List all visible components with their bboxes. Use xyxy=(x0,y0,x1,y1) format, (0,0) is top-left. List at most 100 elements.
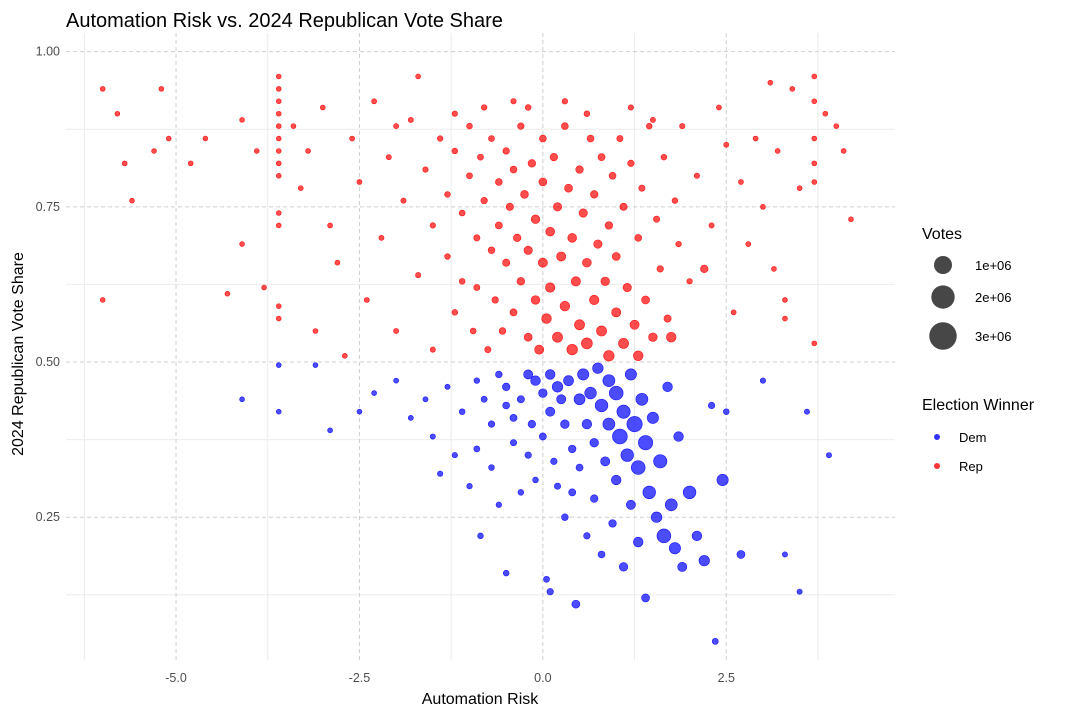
data-point-rep xyxy=(275,123,282,129)
grid-lines xyxy=(66,33,895,660)
data-point-rep xyxy=(552,331,563,343)
data-point-rep xyxy=(356,179,363,185)
data-point-dem xyxy=(796,588,803,595)
data-point-rep xyxy=(752,135,759,142)
color-legend-label: Dem xyxy=(959,430,986,445)
data-point-rep xyxy=(466,172,473,180)
data-point-rep xyxy=(187,160,194,167)
data-point-rep xyxy=(782,315,788,322)
data-point-dem xyxy=(616,404,631,419)
data-point-rep xyxy=(634,234,643,242)
data-point-dem xyxy=(682,485,697,500)
data-point-rep xyxy=(99,297,106,303)
data-point-rep xyxy=(129,197,135,204)
data-point-rep xyxy=(848,216,854,223)
data-point-rep xyxy=(239,241,245,247)
x-tick-label: 2.5 xyxy=(718,671,735,685)
data-point-rep xyxy=(451,110,458,117)
data-point-rep xyxy=(275,148,282,154)
data-point-rep xyxy=(641,295,650,305)
data-point-dem xyxy=(407,415,414,421)
data-point-dem xyxy=(608,519,617,528)
data-point-rep xyxy=(429,346,436,353)
data-point-rep xyxy=(578,208,588,218)
x-tick-label: 0.0 xyxy=(534,671,551,685)
data-point-rep xyxy=(451,309,459,316)
data-point-rep xyxy=(429,222,436,229)
data-point-dem xyxy=(653,454,668,469)
data-point-rep xyxy=(451,147,459,155)
data-point-dem xyxy=(571,599,581,609)
data-point-dem xyxy=(556,394,567,405)
size-legend-key xyxy=(931,285,955,309)
data-point-rep xyxy=(202,135,209,142)
data-point-rep xyxy=(99,86,106,92)
data-point-rep xyxy=(466,122,473,130)
data-point-rep xyxy=(275,110,282,117)
data-point-rep xyxy=(616,135,624,142)
size-legend-label: 2e+06 xyxy=(975,290,1012,305)
data-point-rep xyxy=(570,276,581,287)
data-point-rep xyxy=(444,253,451,260)
data-point-rep xyxy=(833,123,840,129)
data-point-rep xyxy=(477,153,484,161)
data-point-rep xyxy=(593,239,603,249)
data-point-rep xyxy=(811,179,818,185)
data-point-rep xyxy=(627,159,635,167)
data-point-rep xyxy=(224,290,231,297)
data-point-dem xyxy=(635,392,649,406)
data-point-rep xyxy=(334,259,341,266)
data-point-dem xyxy=(584,386,597,400)
data-point-dem xyxy=(633,536,644,548)
size-legend: Votes 1e+06 2e+06 3e+06 xyxy=(922,226,1012,350)
data-point-rep xyxy=(561,98,568,105)
data-point-rep xyxy=(151,148,157,154)
color-legend-key xyxy=(934,463,940,469)
data-point-rep xyxy=(679,123,686,130)
data-point-rep xyxy=(663,314,672,323)
data-point-rep xyxy=(415,73,421,80)
data-point-dem xyxy=(458,408,466,415)
data-point-dem xyxy=(577,368,590,381)
data-point-rep xyxy=(611,252,621,261)
data-point-dem xyxy=(611,474,622,486)
data-point-rep xyxy=(627,104,634,111)
data-point-rep xyxy=(656,265,664,273)
data-point-dem xyxy=(612,428,628,445)
data-point-rep xyxy=(165,135,172,142)
data-point-dem xyxy=(664,498,678,512)
color-legend-title: Election Winner xyxy=(922,397,1035,414)
data-point-rep xyxy=(553,202,563,212)
data-point-rep xyxy=(378,234,385,241)
data-point-rep xyxy=(745,241,752,247)
data-point-rep xyxy=(484,346,492,354)
data-point-dem xyxy=(487,420,496,428)
data-point-dem xyxy=(592,362,604,374)
data-point-rep xyxy=(305,148,311,154)
data-point-rep xyxy=(611,307,622,318)
data-point-rep xyxy=(541,313,552,324)
data-point-rep xyxy=(811,340,818,347)
data-point-rep xyxy=(393,328,400,334)
data-point-rep xyxy=(437,135,444,142)
data-point-dem xyxy=(356,408,363,415)
color-legend: Election Winner Dem Rep xyxy=(922,397,1035,474)
data-point-dem xyxy=(477,532,484,540)
data-point-rep xyxy=(275,135,282,142)
data-point-rep xyxy=(520,190,529,199)
data-point-rep xyxy=(603,350,615,362)
data-point-dem xyxy=(527,419,536,429)
data-point-dem xyxy=(804,408,810,415)
data-point-rep xyxy=(534,344,545,355)
data-point-dem xyxy=(371,390,377,396)
data-point-rep xyxy=(597,153,606,162)
data-point-rep xyxy=(767,79,774,86)
data-point-rep xyxy=(327,222,333,229)
data-point-dem xyxy=(602,374,616,387)
data-point-rep xyxy=(363,297,370,303)
data-point-dem xyxy=(530,375,541,386)
data-point-rep xyxy=(530,295,541,305)
data-point-dem xyxy=(568,444,577,454)
data-point-rep xyxy=(796,185,803,191)
